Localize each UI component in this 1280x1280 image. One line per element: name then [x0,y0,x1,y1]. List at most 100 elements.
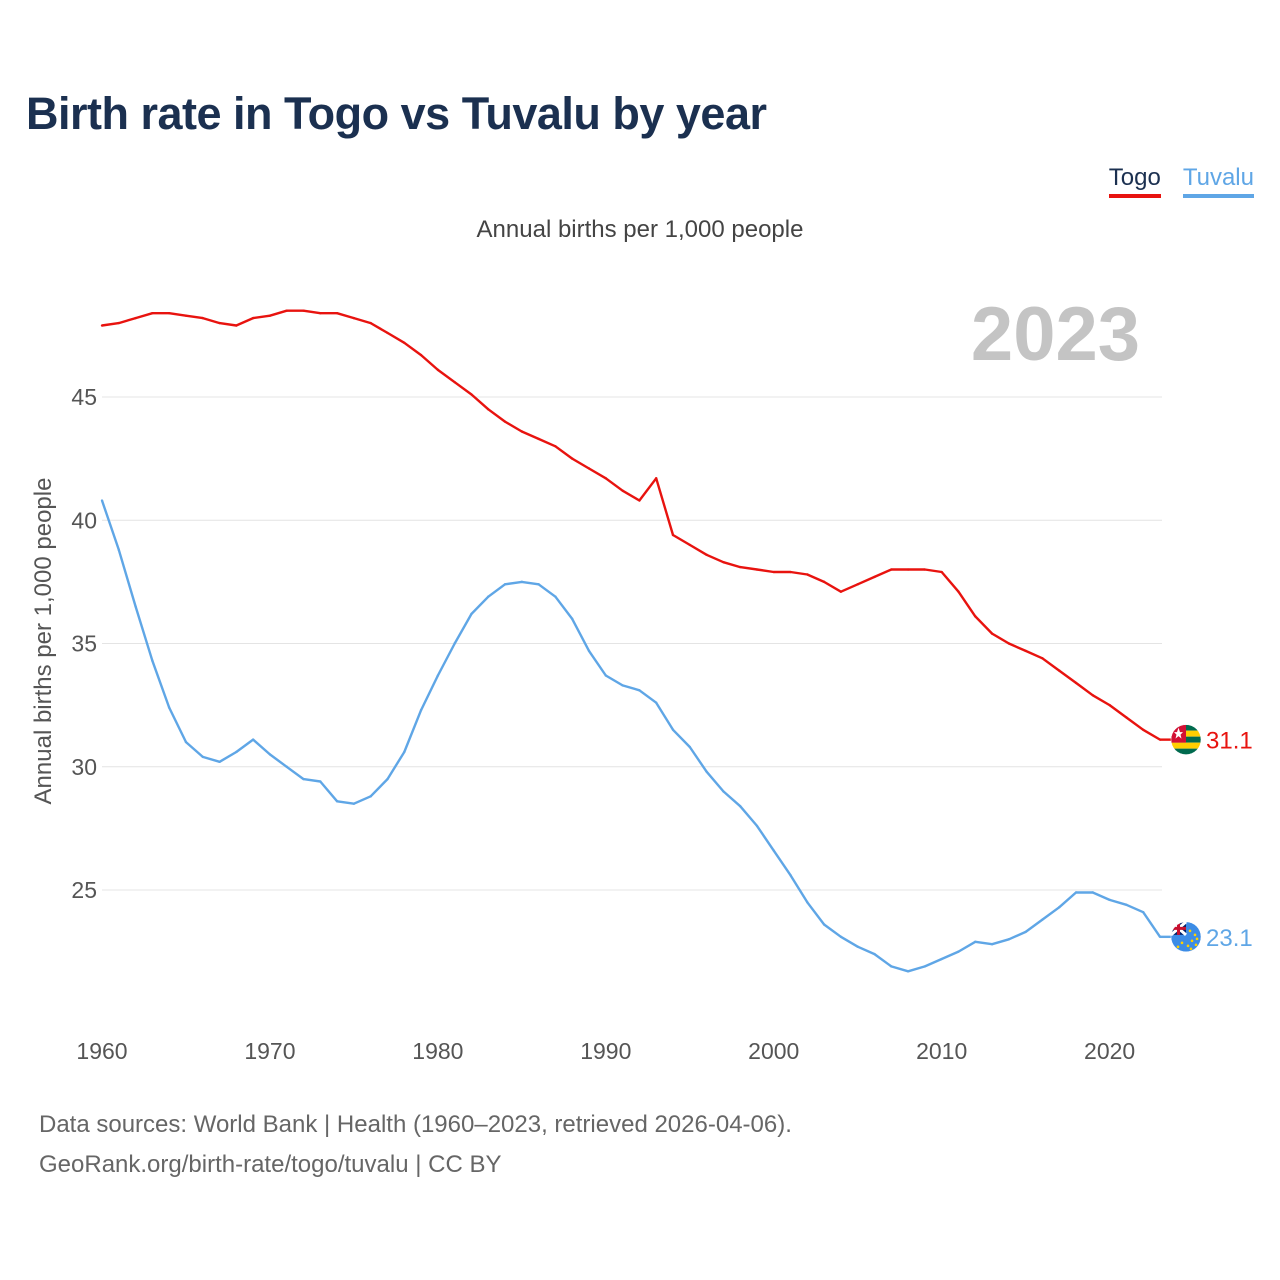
data-point [352,316,356,320]
data-point [151,659,154,662]
data-point [251,316,255,320]
data-point [134,605,137,608]
data-point [755,824,759,828]
x-tick-label: 2010 [916,1038,967,1064]
data-point [1024,649,1027,653]
data-point [789,570,792,574]
data-point [1041,918,1044,921]
data-point [671,533,675,537]
data-point [335,800,339,803]
data-point [688,745,691,749]
data-point [722,790,725,793]
x-tick-label: 1960 [76,1038,127,1064]
data-point [890,568,893,571]
data-point [990,632,994,635]
togo-flag-icon [1170,724,1202,755]
legend-item-tuvalu[interactable]: Tuvalu [1182,164,1254,198]
data-point [369,321,372,325]
y-tick-label: 40 [71,507,97,533]
data-point [839,935,843,939]
data-point [503,583,507,586]
data-point [621,684,624,687]
data-point [1007,642,1011,645]
data-point [1125,903,1128,906]
data-point [940,570,943,574]
data-point [487,408,490,411]
data-point [134,316,137,320]
data-point [285,765,288,768]
data-point [436,674,440,677]
data-point [319,780,322,783]
legend-item-togo[interactable]: Togo [1108,164,1161,198]
data-point [218,321,221,325]
data-point [403,750,406,754]
data-point [873,952,876,956]
data-point [201,755,204,759]
y-tick-label: 30 [71,754,97,780]
series-line-tuvalu [100,500,1161,973]
data-point [806,573,809,576]
data-point [302,309,305,312]
data-point [974,615,977,618]
data-point [1108,898,1111,902]
data-point [1058,906,1061,909]
data-point [990,943,994,946]
data-point [1074,681,1078,685]
x-tick-label: 1970 [244,1038,295,1064]
data-point [218,760,221,764]
data-point [335,311,339,315]
data-point [268,314,272,317]
data-point [302,777,305,781]
data-point [319,311,322,315]
x-tick-label: 1990 [580,1038,631,1064]
data-point [587,649,591,653]
data-point [1041,657,1044,660]
data-point [1108,703,1111,707]
footer: Data sources: World Bank | Health (1960–… [39,1105,792,1185]
year-watermark: 2023 [971,292,1140,377]
data-point [974,940,977,943]
data-point [806,901,809,904]
data-point [738,804,742,808]
data-point [906,970,910,973]
data-point [705,553,708,556]
data-point [957,590,960,593]
data-point [822,923,826,926]
data-point [151,311,154,315]
data-point [352,802,356,805]
data-point [235,324,238,327]
data-point [772,570,775,574]
tuvalu-flag-icon [1170,921,1202,953]
source-url[interactable]: GeoRank.org/birth-rate/togo/tuvalu | CC … [39,1151,502,1178]
data-point [470,393,473,396]
data-point [890,965,893,968]
data-point [738,565,742,569]
data-point [537,583,540,586]
data-point [654,477,658,480]
data-point [554,445,557,448]
data-point [453,642,456,645]
data-point [789,874,792,877]
data-point [1142,728,1145,731]
data-point [688,543,691,547]
data-point [705,770,708,773]
data-point [604,477,608,480]
data-point [1091,891,1095,894]
end-value-label-togo: 31.1 [1206,728,1253,755]
data-point [906,568,910,571]
data-point [520,580,524,584]
data-point [822,580,826,584]
x-tick-label: 2000 [748,1038,799,1064]
data-point [571,617,574,621]
data-source-note: Data sources: World Bank | Health (1960–… [39,1111,792,1138]
data-point [571,457,574,460]
data-point [638,689,641,692]
data-point [587,467,591,470]
data-point [621,489,624,492]
data-point [554,595,557,598]
data-point [923,568,927,571]
data-point [856,583,859,586]
data-point [1091,694,1095,697]
data-point [772,849,775,852]
